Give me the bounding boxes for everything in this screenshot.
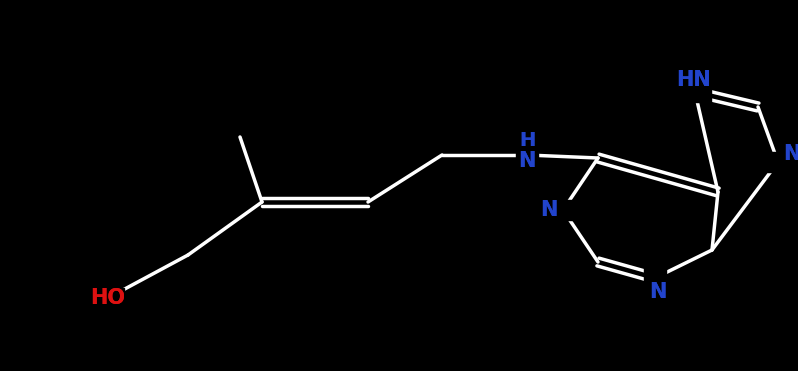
Bar — [516, 141, 538, 169]
Text: N: N — [519, 151, 535, 171]
Bar — [644, 268, 666, 288]
Text: HO: HO — [90, 288, 125, 308]
Text: HN: HN — [676, 70, 710, 90]
Text: N: N — [540, 200, 558, 220]
Text: HN: HN — [676, 70, 710, 90]
Bar — [679, 82, 711, 102]
Text: HO: HO — [90, 288, 125, 308]
Text: N: N — [650, 282, 666, 302]
Bar — [552, 200, 574, 220]
Text: H: H — [519, 131, 535, 151]
Text: N: N — [650, 282, 666, 302]
Text: N: N — [519, 151, 535, 171]
Text: N: N — [784, 144, 798, 164]
Text: N: N — [540, 200, 558, 220]
Bar — [767, 152, 789, 172]
Text: H: H — [519, 131, 535, 151]
Text: N: N — [784, 144, 798, 164]
Bar — [92, 288, 124, 308]
